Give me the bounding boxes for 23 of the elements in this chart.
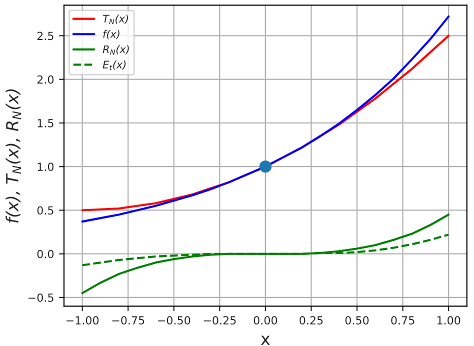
y-tick-label: 2.0 [37, 75, 54, 84]
legend-label: R$_{N}$(x) [102, 45, 129, 55]
x-tick-label: 0.25 [300, 316, 323, 325]
x-tick-label: −0.50 [158, 316, 190, 325]
y-tick-label: 0.5 [37, 206, 54, 215]
x-tick-label: 0.00 [254, 316, 278, 325]
x-tick-label: 0.75 [391, 316, 414, 325]
x-tick-label: 1.00 [437, 316, 460, 325]
y-tick-label: 0.0 [37, 250, 54, 258]
x-axis-title: x [260, 336, 270, 345]
y-tick-label: 2.5 [37, 32, 54, 40]
line-series [81, 214, 450, 294]
legend-label: T$_{N}$(x) [102, 14, 128, 24]
x-tick-label: −0.25 [204, 316, 236, 325]
y-tick-label: 1.0 [38, 162, 54, 171]
legend-label: E$_{t}$(x) [102, 60, 126, 70]
y-axis-title: f(x), T$_{N}$(x), R$_{N}$(x) [6, 89, 21, 223]
y-tick-label: −0.5 [28, 293, 54, 302]
y-tick-label: 1.5 [38, 119, 54, 128]
legend-label: f(x) [103, 30, 120, 40]
x-tick-label: −0.75 [112, 316, 144, 325]
x-tick-label: 0.50 [345, 316, 369, 325]
x-tick-label: −1.00 [66, 316, 99, 325]
